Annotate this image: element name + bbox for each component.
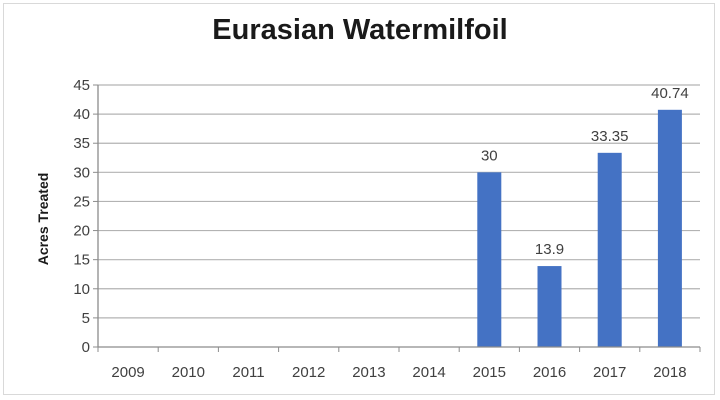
chart-title: Eurasian Watermilfoil [212, 14, 508, 46]
data-label-2018: 40.74 [651, 85, 689, 102]
x-tick-label: 2015 [473, 364, 506, 381]
x-tick-label: 2014 [412, 364, 445, 381]
x-tick-label: 2018 [653, 364, 686, 381]
y-tick-label: 20 [73, 223, 90, 240]
data-label-2016: 13.9 [535, 241, 564, 258]
x-tick-label: 2017 [593, 364, 626, 381]
y-tick-label: 0 [82, 339, 90, 356]
x-tick-label: 2010 [172, 364, 205, 381]
y-tick-label: 15 [73, 252, 90, 269]
y-tick-label: 45 [73, 77, 90, 94]
bars [477, 109, 682, 347]
chart-frame [3, 3, 715, 395]
x-tick-label: 2009 [111, 364, 144, 381]
data-label-2015: 30 [481, 147, 498, 164]
bar-2018 [657, 109, 682, 347]
bar-2017 [597, 152, 622, 347]
bar-2015 [477, 172, 502, 347]
bar-2016 [537, 266, 562, 347]
y-tick-label: 25 [73, 193, 90, 210]
data-labels: 30 13.9 33.35 40.74 [481, 85, 689, 258]
y-tick-label: 5 [82, 310, 90, 327]
y-tick-label: 35 [73, 135, 90, 152]
x-tick-label: 2013 [352, 364, 385, 381]
x-tick-label: 2012 [292, 364, 325, 381]
x-tick-labels: 2009 2010 2011 2012 2013 2014 2015 2016 2017 2018 [111, 364, 686, 381]
axes [93, 84, 701, 352]
y-tick-label: 10 [73, 281, 90, 298]
y-tick-label: 30 [73, 164, 90, 181]
data-label-2017: 33.35 [591, 128, 629, 145]
y-tick-label: 40 [73, 106, 90, 123]
x-tick-label: 2011 [232, 364, 264, 381]
y-tick-labels: 0 5 10 15 20 25 30 35 40 45 [73, 77, 90, 356]
x-tick-label: 2016 [533, 364, 566, 381]
y-axis-title: Acres Treated [35, 173, 51, 266]
